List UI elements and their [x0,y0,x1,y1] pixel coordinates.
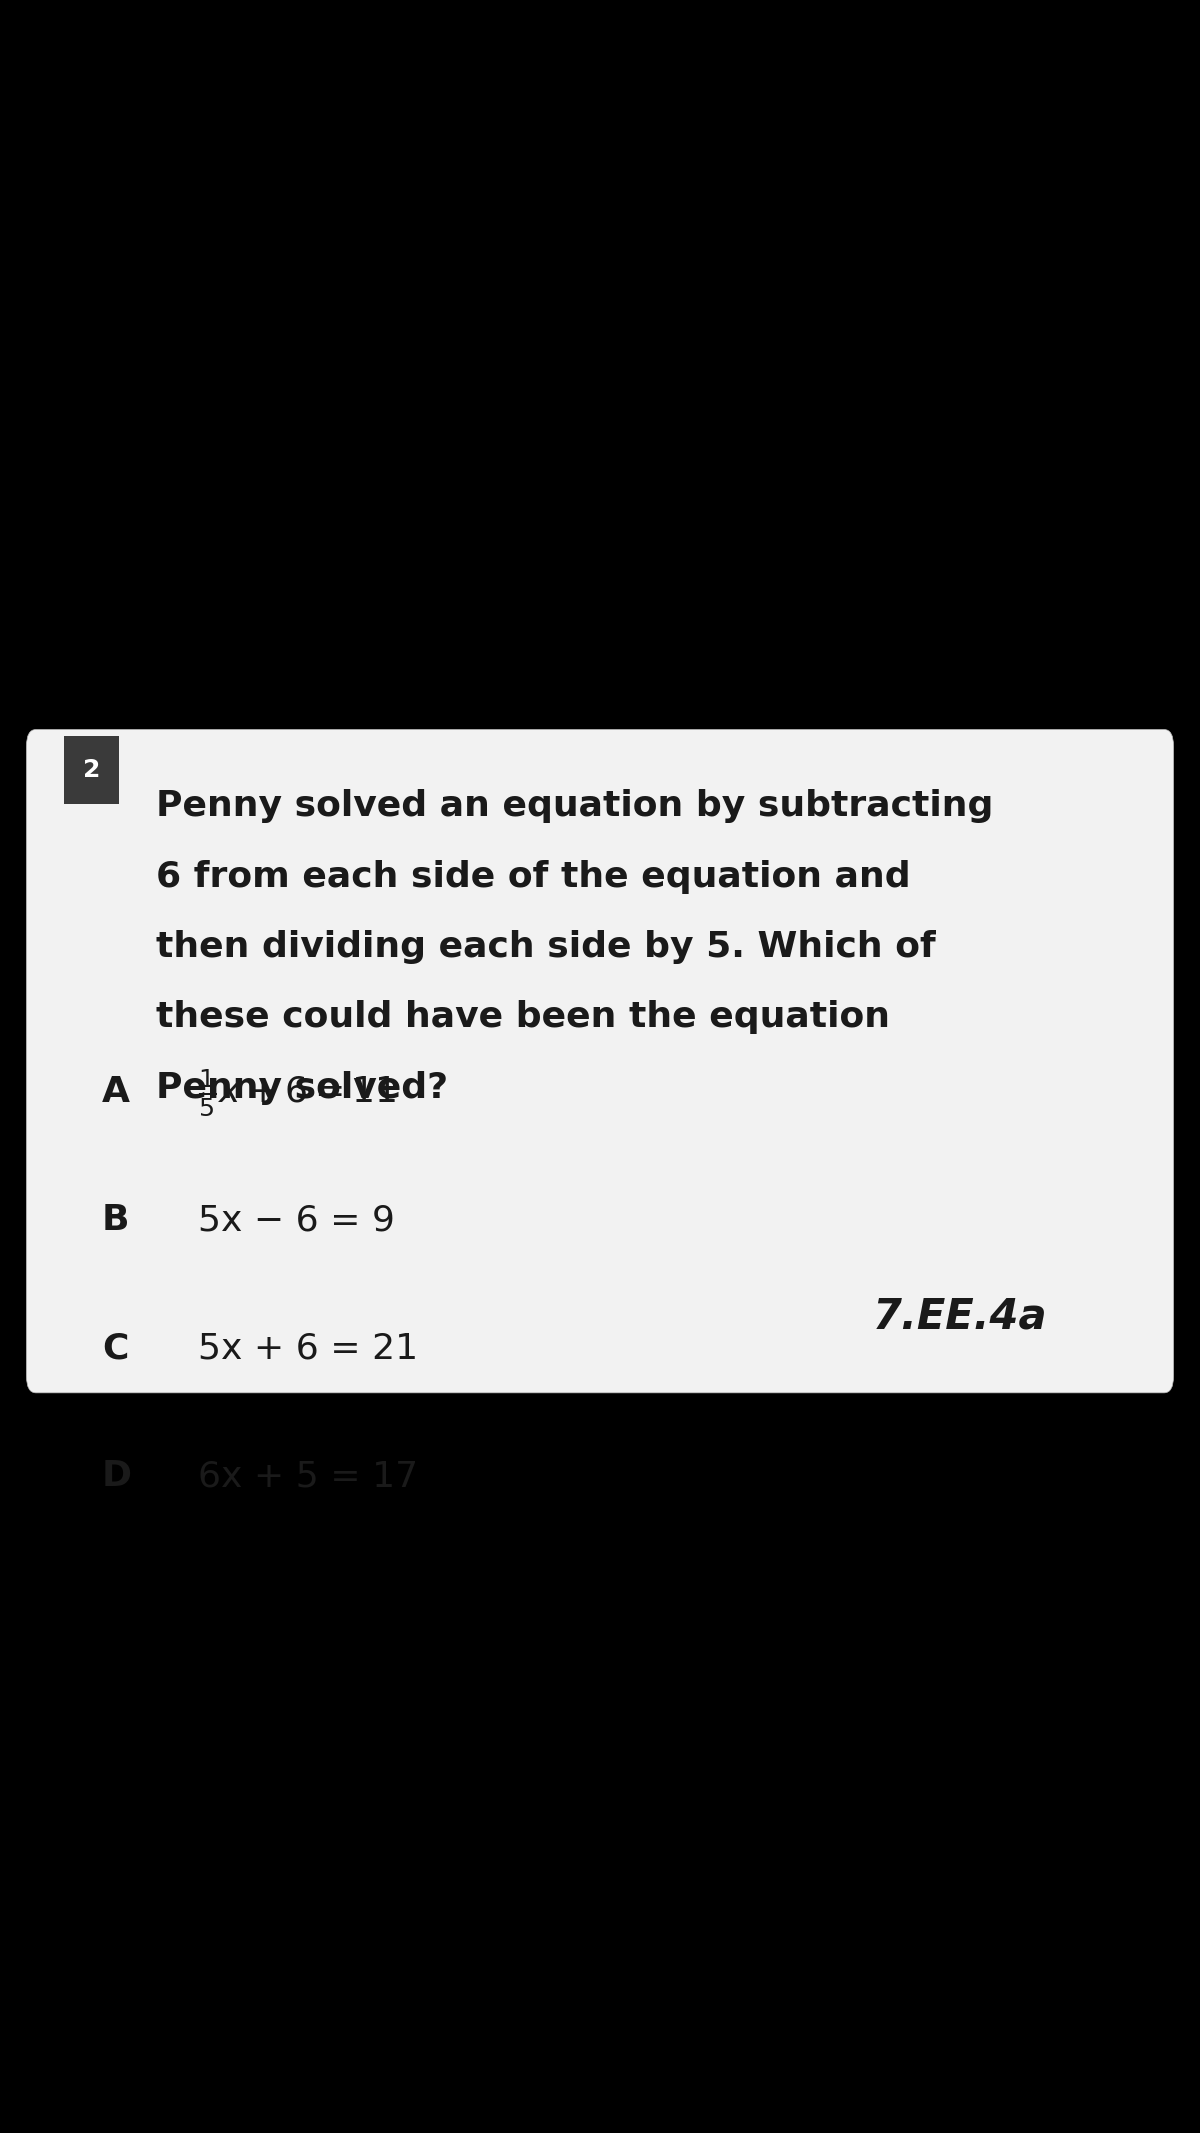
Text: Penny solved an equation by subtracting: Penny solved an equation by subtracting [156,789,994,823]
Text: 5x + 6 = 21: 5x + 6 = 21 [198,1331,418,1365]
Text: these could have been the equation: these could have been the equation [156,1000,890,1035]
Text: B: B [102,1203,130,1237]
Text: C: C [102,1331,128,1365]
Text: 6x + 5 = 17: 6x + 5 = 17 [198,1459,418,1493]
Text: Penny solved?: Penny solved? [156,1071,448,1105]
FancyBboxPatch shape [26,729,1174,1393]
Text: A: A [102,1075,130,1109]
Text: 5x − 6 = 9: 5x − 6 = 9 [198,1203,395,1237]
Text: $\frac{1}{5}x + 6 = 11$: $\frac{1}{5}x + 6 = 11$ [198,1066,396,1118]
Text: 7.EE.4a: 7.EE.4a [872,1295,1048,1337]
FancyBboxPatch shape [64,736,119,804]
Text: 2: 2 [83,757,100,783]
Text: then dividing each side by 5. Which of: then dividing each side by 5. Which of [156,930,936,964]
Text: D: D [102,1459,132,1493]
Text: 6 from each side of the equation and: 6 from each side of the equation and [156,860,911,894]
